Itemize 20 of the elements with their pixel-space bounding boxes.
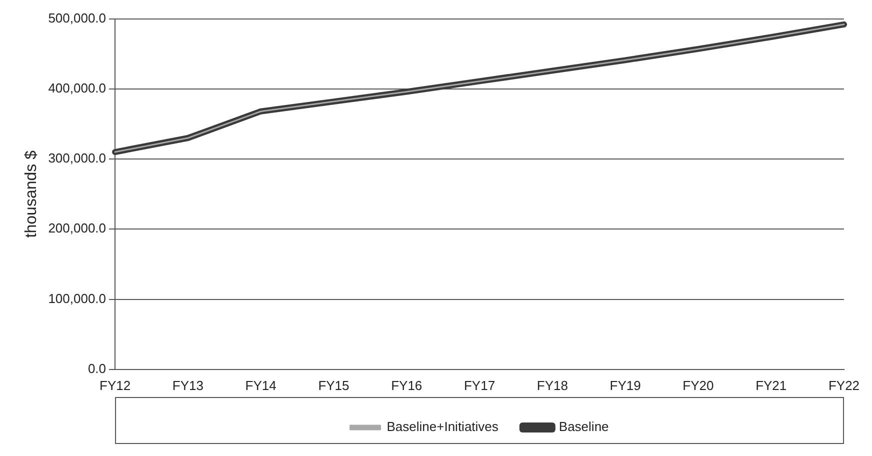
legend-label: Baseline+Initiatives (386, 419, 499, 434)
legend-label: Baseline (558, 419, 609, 434)
y-tick-label: 400,000.0 (48, 80, 106, 96)
y-tick-label: 200,000.0 (48, 220, 106, 236)
y-tick-label: 100,000.0 (48, 290, 106, 306)
x-tick-label: FY22 (828, 378, 860, 393)
x-tick-label: FY20 (682, 378, 714, 393)
x-tick-label: FY17 (464, 378, 496, 393)
x-tick-label: FY16 (391, 378, 422, 393)
x-tick-label: FY18 (536, 378, 568, 393)
x-tick-label: FY21 (756, 378, 787, 393)
x-tick-label: FY19 (610, 378, 641, 393)
y-tick-label: 0.0 (88, 360, 106, 376)
x-tick-label: FY14 (245, 378, 276, 393)
y-axis-title: thousands $ (23, 150, 40, 238)
x-tick-label: FY13 (172, 378, 204, 393)
x-tick-label: FY15 (318, 378, 350, 393)
y-tick-label: 300,000.0 (48, 150, 106, 166)
y-tick-label: 500,000.0 (48, 10, 106, 26)
x-tick-label: FY12 (99, 378, 131, 393)
